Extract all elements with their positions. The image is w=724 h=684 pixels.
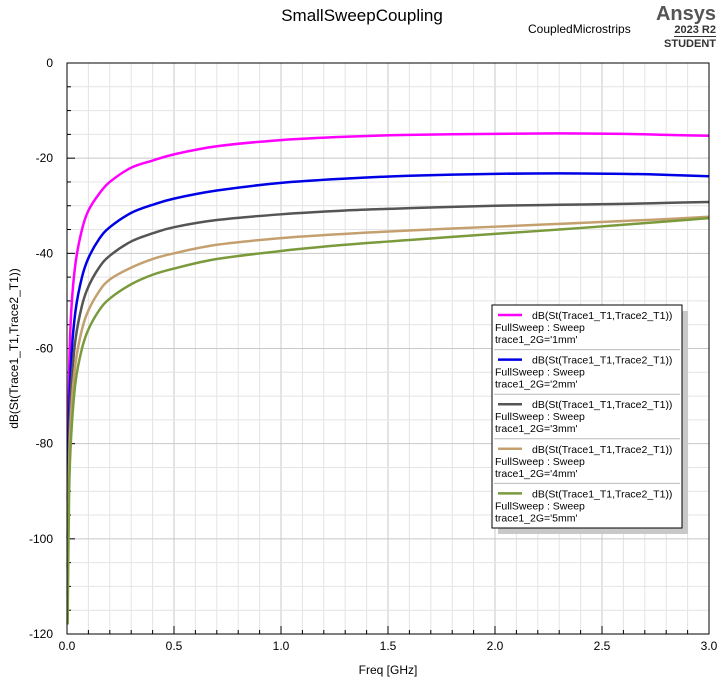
legend-entry-sweep: FullSweep : Sweep bbox=[495, 500, 585, 512]
brand-logo: Ansys 2023 R2 STUDENT bbox=[656, 4, 716, 50]
legend-entry-param: trace1_2G='2mm' bbox=[495, 379, 578, 391]
legend-entry-param: trace1_2G='4mm' bbox=[495, 468, 578, 480]
legend-entry-param: trace1_2G='5mm' bbox=[495, 512, 578, 524]
series-group bbox=[66, 132, 710, 625]
plot-frame bbox=[66, 62, 710, 635]
y-axis-label: dB(St(Trace1_T1,Trace2_T1)) bbox=[7, 268, 21, 429]
x-tick-label: 2.0 bbox=[487, 639, 504, 653]
brand-edition: STUDENT bbox=[664, 38, 716, 50]
series-line-5[interactable] bbox=[66, 216, 710, 625]
y-tick-label: -60 bbox=[36, 342, 54, 356]
x-tick-labels: 0.0 0.5 1.0 1.5 2.0 2.5 3.0 bbox=[59, 639, 718, 653]
grid-lines bbox=[67, 63, 709, 634]
y-tick-label: -80 bbox=[36, 437, 54, 451]
x-tick-label: 1.5 bbox=[380, 639, 397, 653]
legend-entry-sweep: FullSweep : Sweep bbox=[495, 456, 585, 468]
y-tick-label: 0 bbox=[46, 56, 53, 70]
legend-entry-name: dB(St(Trace1_T1,Trace2_T1)) bbox=[532, 355, 672, 367]
brand-name: Ansys bbox=[655, 3, 716, 25]
legend-entry-sweep: FullSweep : Sweep bbox=[495, 411, 585, 423]
series-line-3[interactable] bbox=[66, 200, 710, 568]
legend-entry-param: trace1_2G='1mm' bbox=[495, 334, 578, 346]
series-line-4[interactable] bbox=[66, 215, 710, 596]
legend-entry-name: dB(St(Trace1_T1,Trace2_T1)) bbox=[532, 310, 672, 322]
legend-entry-name: dB(St(Trace1_T1,Trace2_T1)) bbox=[532, 444, 672, 456]
legend-box bbox=[491, 304, 683, 529]
legend[interactable]: dB(St(Trace1_T1,Trace2_T1))FullSweep : S… bbox=[491, 304, 688, 534]
project-name: CoupledMicrostrips bbox=[528, 22, 631, 36]
x-tick-label: 0.5 bbox=[166, 639, 183, 653]
legend-entry-name: dB(St(Trace1_T1,Trace2_T1)) bbox=[532, 488, 672, 500]
brand-version: 2023 R2 bbox=[674, 24, 716, 37]
y-tick-labels: 0 -20 -40 -60 -80 -100 -120 bbox=[29, 56, 53, 641]
legend-entry-param: trace1_2G='3mm' bbox=[495, 423, 578, 435]
legend-entry-sweep: FullSweep : Sweep bbox=[495, 322, 585, 334]
x-tick-label: 3.0 bbox=[701, 639, 718, 653]
y-tick-label: -40 bbox=[36, 246, 54, 260]
y-tick-label: -100 bbox=[29, 532, 53, 546]
legend-entry-name: dB(St(Trace1_T1,Trace2_T1)) bbox=[532, 399, 672, 411]
x-tick-label: 1.0 bbox=[273, 639, 290, 653]
series-line-1[interactable] bbox=[66, 132, 710, 501]
y-tick-label: -120 bbox=[29, 627, 53, 641]
legend-entry-sweep: FullSweep : Sweep bbox=[495, 367, 585, 379]
x-tick-label: 2.5 bbox=[594, 639, 611, 653]
chart-title: SmallSweepCoupling bbox=[281, 6, 443, 25]
x-tick-label: 0.0 bbox=[59, 639, 76, 653]
y-tick-label: -20 bbox=[36, 151, 54, 165]
series-line-2[interactable] bbox=[66, 172, 710, 539]
x-axis-label: Freq [GHz] bbox=[359, 663, 418, 677]
